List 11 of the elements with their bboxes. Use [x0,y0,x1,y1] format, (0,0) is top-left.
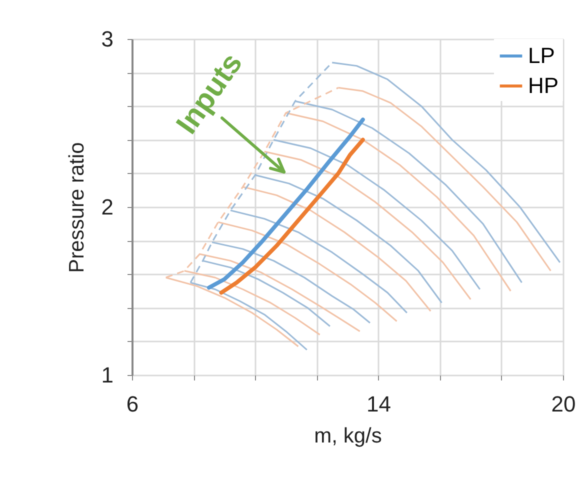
y-tick-label: 3 [101,26,114,52]
x-axis-title: m, kg/s [314,424,382,448]
x-tick-label: 6 [126,392,139,416]
line-series [219,138,365,295]
y-axis-title: Pressure ratio [65,142,88,273]
legend-label: HP [528,73,559,98]
y-tick-label: 1 [101,362,114,388]
legend-label: LP [528,43,555,68]
y-tick-label: 2 [101,194,114,220]
x-tick-label: 14 [366,392,392,416]
x-tick-label: 20 [551,392,576,416]
